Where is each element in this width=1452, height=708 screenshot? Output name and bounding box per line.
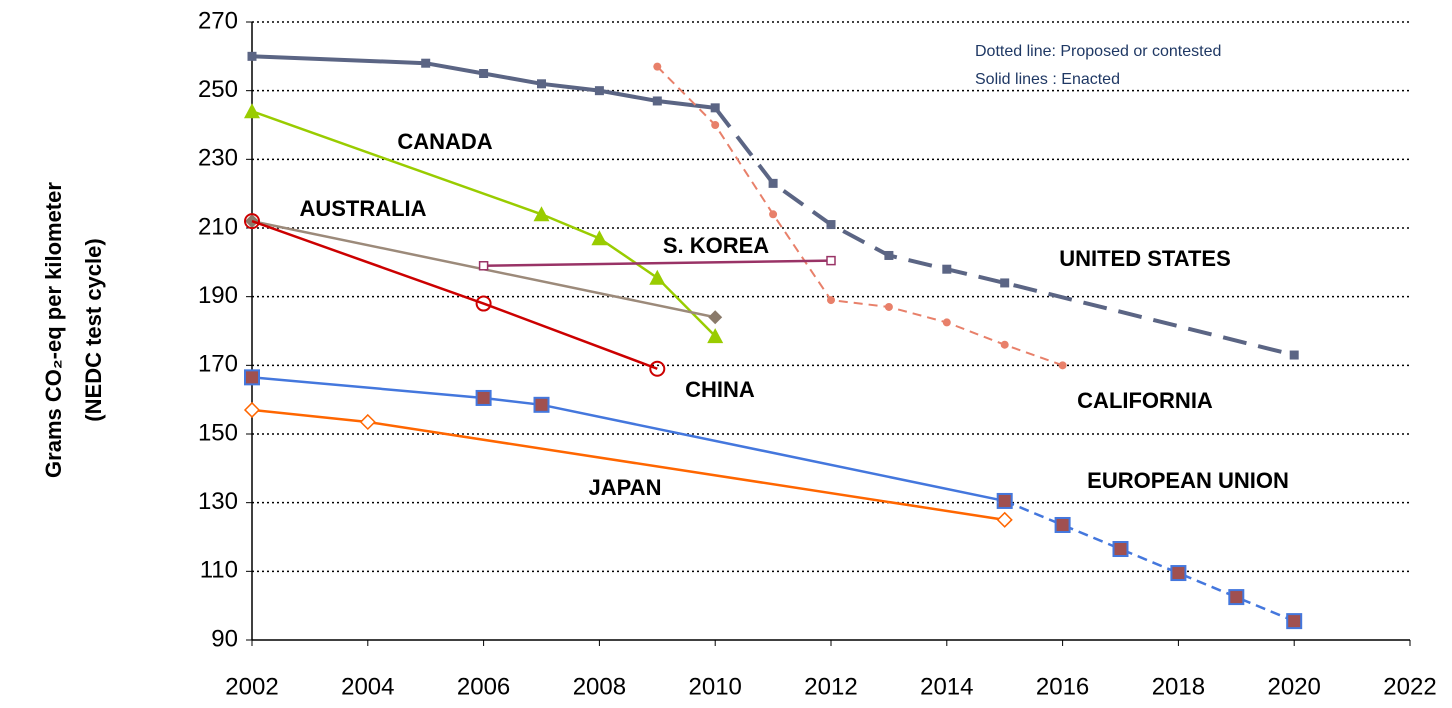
x-tick-label: 2006	[457, 673, 510, 700]
x-tick-label: 2012	[804, 673, 857, 700]
series-line	[251, 219, 658, 370]
marker	[1170, 565, 1187, 582]
x-tick-label: 2022	[1383, 673, 1436, 700]
series-label: CHINA	[685, 377, 755, 402]
marker	[1112, 541, 1129, 558]
marker	[1286, 613, 1303, 630]
series-line	[713, 106, 1295, 357]
y-tick-label: 210	[198, 213, 238, 240]
marker	[475, 295, 492, 312]
marker	[942, 318, 951, 327]
marker	[826, 220, 836, 230]
series-label: S. KOREA	[663, 233, 769, 258]
y-label-line: (NEDC test cycle)	[81, 238, 106, 421]
marker	[1054, 516, 1071, 533]
marker	[711, 121, 720, 129]
marker	[768, 178, 778, 188]
y-tick-label: 130	[198, 488, 238, 515]
marker	[533, 206, 550, 222]
marker	[1000, 340, 1009, 349]
marker	[884, 302, 893, 311]
marker	[707, 328, 724, 344]
marker	[244, 213, 260, 230]
x-tick-label: 2018	[1152, 673, 1205, 700]
marker	[594, 86, 604, 96]
annotation: Dotted line: Proposed or contested	[975, 43, 1221, 60]
marker	[421, 58, 431, 68]
series-label: EUROPEAN UNION	[1087, 468, 1289, 493]
y-tick-label: 250	[198, 76, 238, 103]
marker	[769, 210, 778, 219]
x-tick-label: 2002	[225, 673, 278, 700]
y-tick-label: 90	[211, 625, 238, 652]
marker	[827, 296, 835, 305]
marker	[708, 310, 723, 325]
marker	[1000, 278, 1010, 288]
marker	[243, 401, 261, 419]
y-tick-label: 150	[198, 419, 238, 446]
marker	[996, 511, 1013, 528]
y-tick-label: 110	[200, 557, 238, 584]
x-tick-label: 2014	[920, 673, 973, 700]
marker	[478, 261, 489, 271]
y-axis-label: Grams CO₂-eq per kilometer (NEDC test cy…	[41, 182, 106, 478]
marker	[1289, 350, 1299, 360]
series-label: CALIFORNIA	[1077, 388, 1213, 413]
marker	[710, 103, 720, 113]
marker	[359, 413, 376, 431]
marker	[826, 255, 836, 266]
y-tick-label: 190	[198, 282, 238, 309]
series-line	[656, 65, 1063, 367]
marker	[649, 269, 666, 285]
x-tick-label: 2020	[1268, 673, 1321, 700]
x-tick-label: 2004	[341, 673, 394, 700]
marker	[247, 51, 257, 61]
series-label: AUSTRALIA	[299, 196, 426, 221]
series-line	[483, 259, 832, 268]
y-label-line: Grams CO₂-eq per kilometer	[41, 182, 66, 478]
marker	[533, 396, 550, 413]
marker	[244, 103, 260, 119]
y-tick-label: 170	[198, 351, 238, 378]
marker	[884, 250, 894, 260]
y-tick-label: 230	[198, 145, 238, 172]
series-label: JAPAN	[589, 475, 662, 500]
marker	[244, 369, 260, 386]
marker	[1058, 361, 1067, 370]
marker	[649, 360, 666, 377]
marker	[653, 62, 662, 71]
marker	[537, 79, 546, 89]
marker	[475, 389, 492, 406]
y-tick-label: 270	[198, 7, 238, 34]
annotation: Solid lines : Enacted	[975, 71, 1120, 88]
series-line	[251, 376, 1005, 503]
x-tick-label: 2016	[1036, 673, 1089, 700]
marker	[479, 69, 489, 78]
marker	[1228, 589, 1245, 606]
marker	[942, 264, 952, 274]
marker	[652, 96, 662, 106]
series-line	[251, 54, 716, 110]
series-label: UNITED STATES	[1059, 246, 1231, 271]
x-tick-label: 2008	[573, 673, 626, 700]
marker	[591, 230, 608, 246]
series-line	[1004, 499, 1295, 623]
marker	[996, 492, 1013, 509]
series-label: CANADA	[397, 129, 492, 154]
x-tick-label: 2010	[689, 673, 742, 700]
